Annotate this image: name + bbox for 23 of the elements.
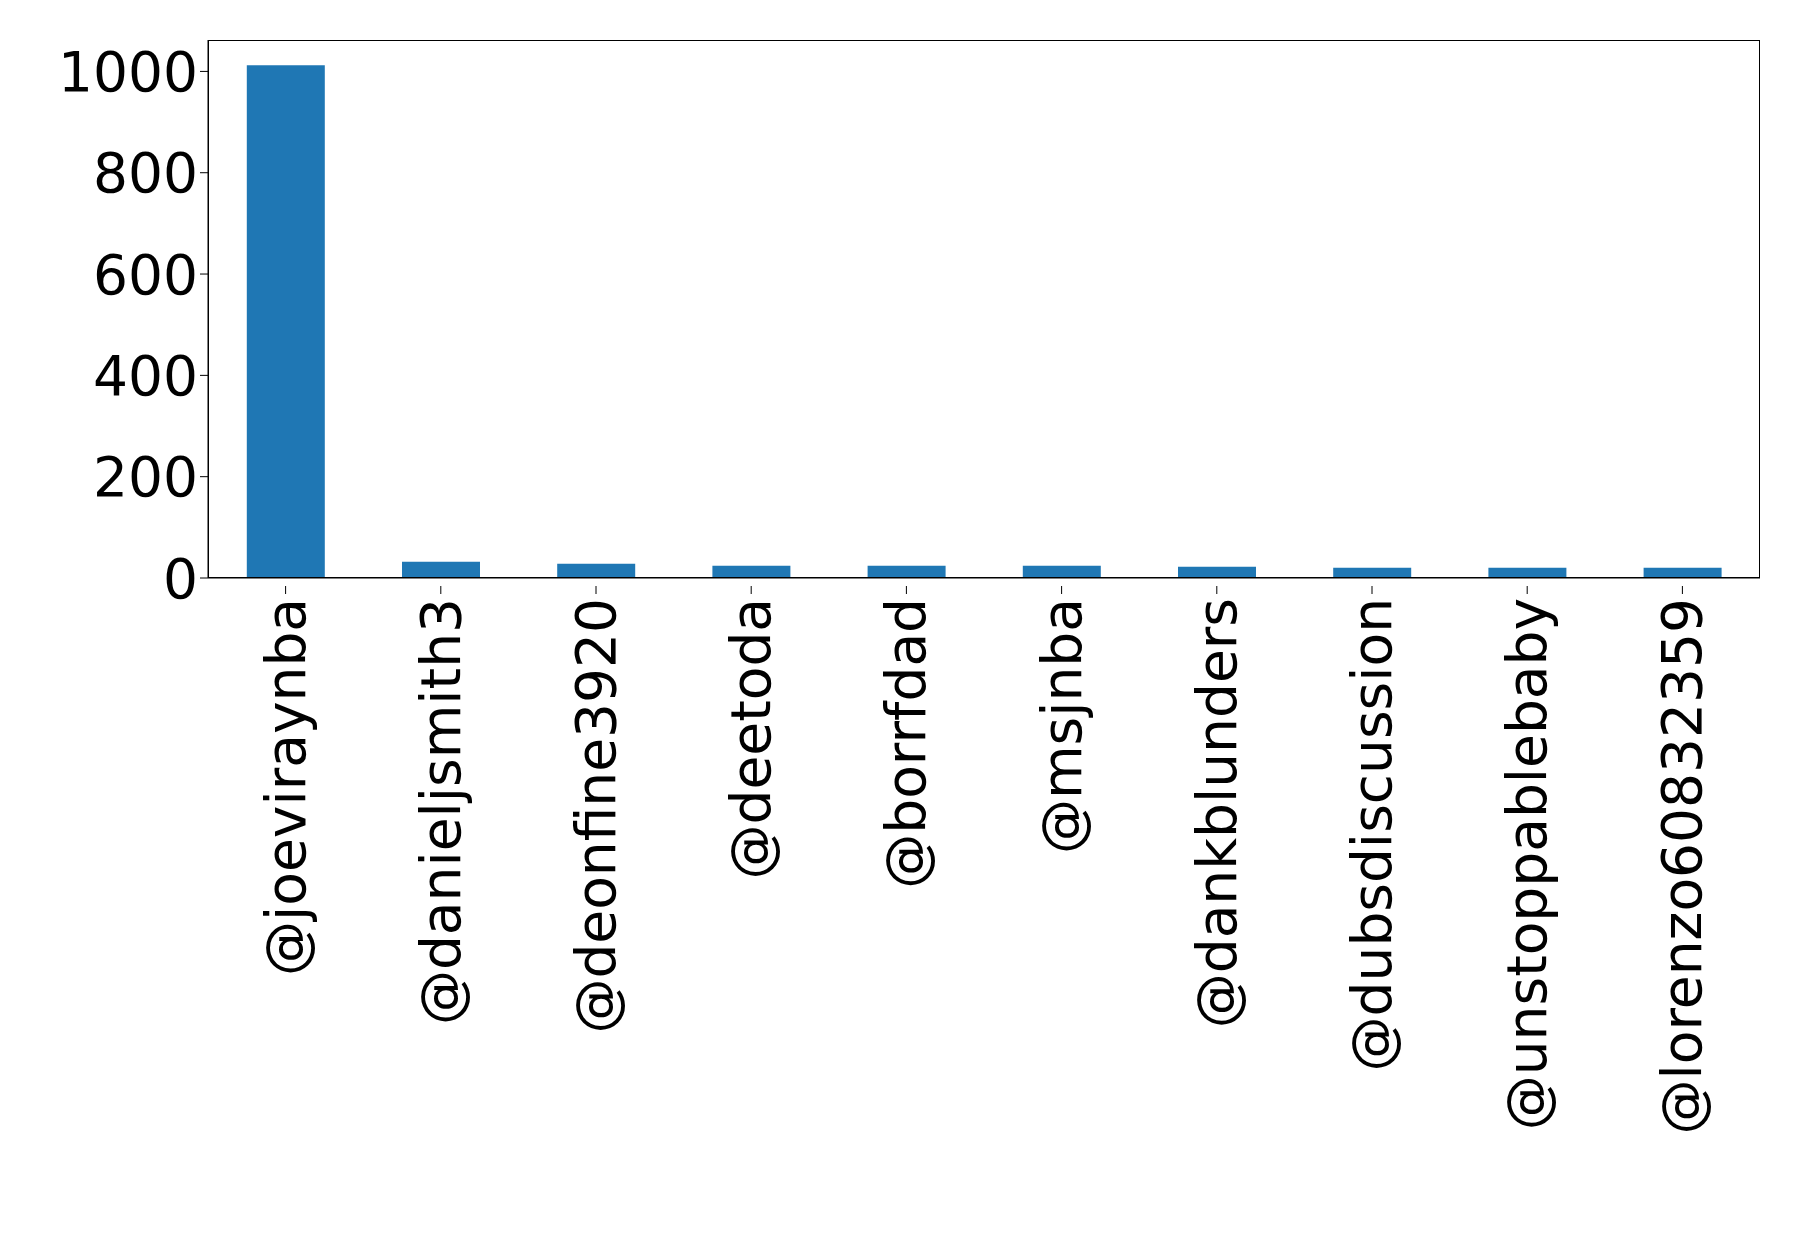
bar <box>867 565 946 578</box>
y-tick-label: 600 <box>93 242 198 307</box>
x-tick-label: @danieljsmith3 <box>408 598 473 1026</box>
y-tick-label: 1000 <box>58 39 198 104</box>
bar <box>402 561 480 578</box>
y-tick-label: 200 <box>93 445 198 510</box>
bar <box>1022 565 1101 578</box>
bar <box>712 565 791 578</box>
y-tick-label: 0 <box>163 546 198 611</box>
x-tick-label: @deetoda <box>719 598 784 880</box>
x-tick-label: @joeviraynba <box>253 598 318 976</box>
x-tick-label: @deonfine3920 <box>564 598 628 1034</box>
bar <box>246 65 325 578</box>
x-tick-label: @dubsdiscussion <box>1340 598 1404 1072</box>
y-tick-label: 800 <box>93 141 198 206</box>
x-tick-label: @lorenzo60832359 <box>1650 598 1715 1135</box>
x-tick-label: @dankblunders <box>1184 598 1249 1029</box>
bar <box>557 563 636 578</box>
x-tick-label: @msjnba <box>1029 598 1094 854</box>
x-tick-label: @borrfdad <box>874 598 939 889</box>
bar <box>1178 566 1256 578</box>
x-tick-label: @unstoppablebaby <box>1495 598 1560 1131</box>
y-tick-label: 400 <box>93 343 198 408</box>
